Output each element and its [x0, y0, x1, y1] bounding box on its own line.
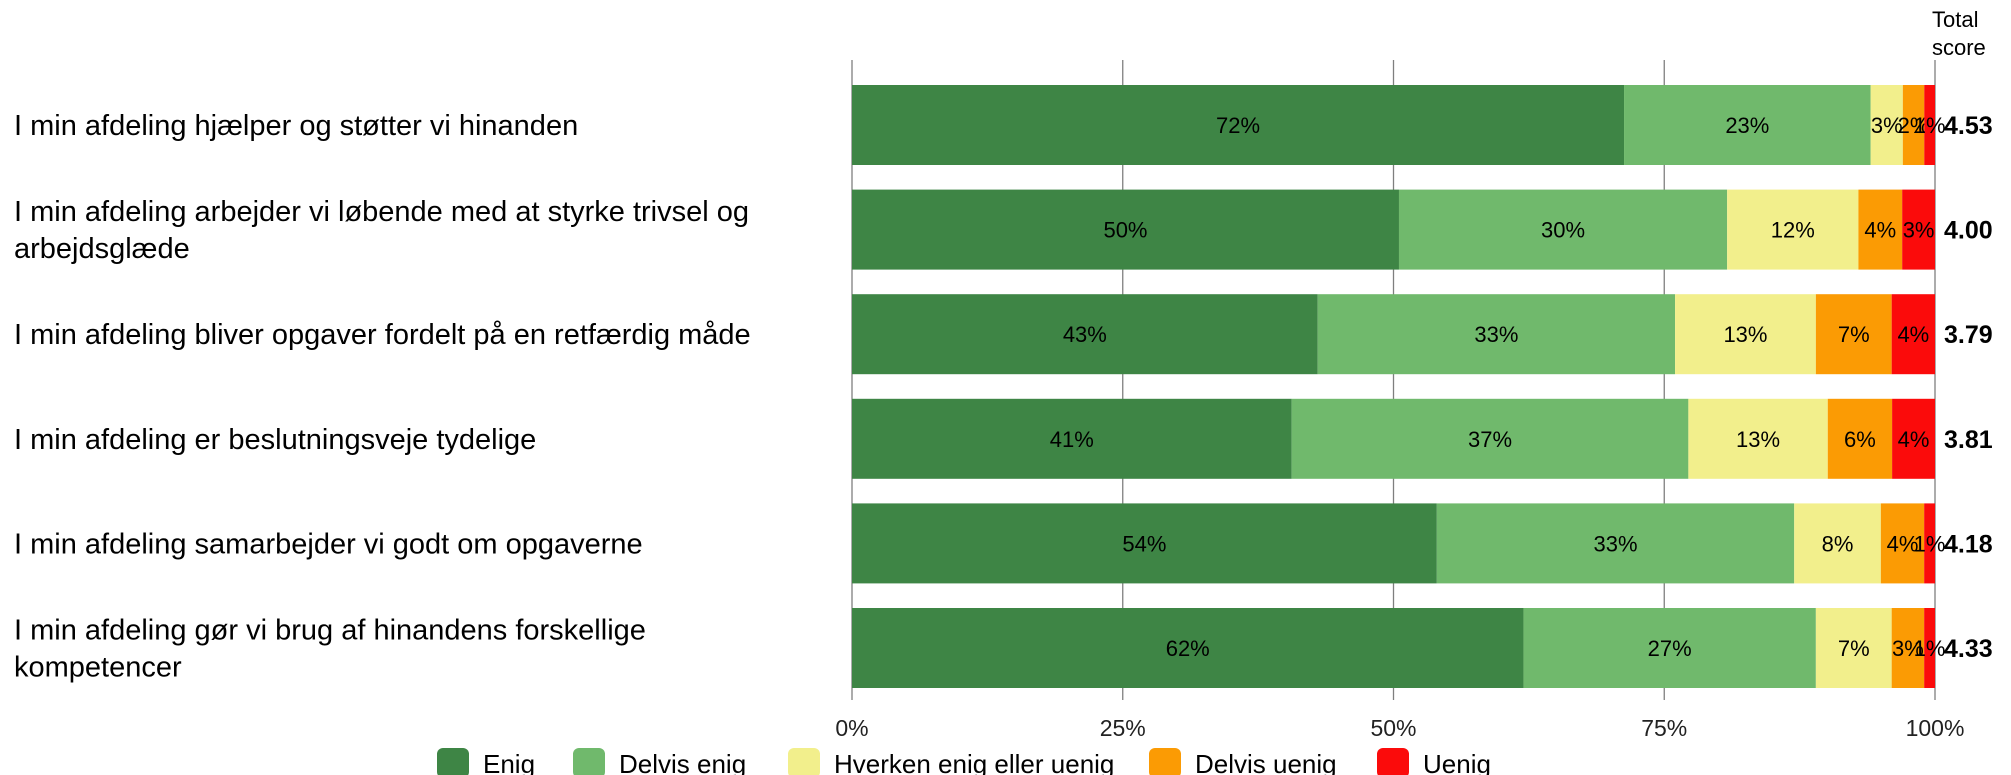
bar-segment — [1317, 294, 1676, 375]
category-label: I min afdeling arbejder vi løbende med a… — [14, 196, 749, 228]
bar-segment — [1891, 294, 1935, 375]
bar-segment-label: 4% — [1898, 427, 1930, 452]
bar-segment-label: 7% — [1838, 636, 1870, 661]
legend-label: Enig — [483, 749, 535, 775]
legend-swatch — [1149, 748, 1181, 775]
total-score: 4.00 — [1944, 217, 1993, 245]
x-tick-label: 0% — [835, 715, 868, 741]
bar-segment-label: 72% — [1216, 113, 1260, 138]
bar-segment — [1624, 85, 1871, 165]
bar-segment-label: 37% — [1468, 427, 1512, 452]
bar-segment-label: 4% — [1897, 322, 1929, 347]
category-label: arbejdsglæde — [14, 233, 190, 265]
bar-segment-label: 7% — [1838, 322, 1870, 347]
bar-segment-label: 13% — [1736, 427, 1780, 452]
bar-segment — [1675, 294, 1816, 375]
bar-segment-label: 12% — [1771, 218, 1815, 243]
bar-segment-label: 8% — [1822, 531, 1854, 556]
bar-segment — [1436, 503, 1795, 584]
category-label: I min afdeling hjælper og støtter vi hin… — [14, 110, 578, 142]
score-header: score — [1932, 35, 1986, 60]
bar-segment-label: 43% — [1063, 322, 1107, 347]
bar-segment — [1924, 85, 1935, 165]
bar-segment-label: 1% — [1914, 113, 1946, 138]
bar-segment — [1902, 85, 1925, 165]
bar-segment — [1727, 189, 1859, 270]
bar-segment — [1892, 398, 1935, 479]
category-label: I min afdeling samarbejder vi godt om op… — [14, 528, 643, 560]
x-tick-label: 75% — [1641, 715, 1687, 741]
bar-segment — [1398, 189, 1728, 270]
legend-swatch — [1377, 748, 1409, 775]
legend-swatch — [437, 748, 469, 775]
bar-segment — [1815, 608, 1892, 688]
legend-label: Hverken enig eller uenig — [834, 749, 1114, 775]
bar-segment-label: 4% — [1887, 531, 1919, 556]
bar-segment — [852, 85, 1625, 165]
x-tick-label: 50% — [1370, 715, 1416, 741]
bar-segment — [1902, 189, 1935, 270]
bar-segment-label: 54% — [1122, 531, 1166, 556]
bar-segment — [1688, 398, 1828, 479]
bar-segment-label: 3% — [1871, 113, 1903, 138]
bar-segment — [1523, 608, 1816, 688]
bar-segment-label: 3% — [1892, 636, 1924, 661]
bar-segment — [1827, 398, 1893, 479]
bar-segment — [1880, 503, 1925, 584]
bar-segment — [852, 503, 1437, 584]
bar-segment-label: 13% — [1723, 322, 1767, 347]
total-score: 4.33 — [1944, 635, 1993, 663]
legend-label: Delvis enig — [619, 749, 746, 775]
bar-segment — [1291, 398, 1689, 479]
category-label: I min afdeling er beslutningsveje tydeli… — [14, 424, 536, 456]
bar-segment — [1924, 608, 1935, 688]
bar-segment-label: 50% — [1103, 218, 1147, 243]
category-label: kompetencer — [14, 652, 182, 684]
bar-segment — [1870, 85, 1903, 165]
legend-label: Delvis uenig — [1195, 749, 1337, 775]
score-header: Total — [1932, 7, 1978, 32]
bar-segment-label: 4% — [1864, 218, 1896, 243]
bar-segment — [1858, 189, 1903, 270]
x-tick-label: 100% — [1906, 715, 1965, 741]
bar-segment-label: 2% — [1898, 113, 1930, 138]
bar-segment-label: 1% — [1914, 636, 1946, 661]
bar-segment-label: 6% — [1844, 427, 1876, 452]
bar-segment-label: 3% — [1903, 218, 1935, 243]
total-score: 3.79 — [1944, 321, 1993, 349]
legend-label: Uenig — [1423, 749, 1491, 775]
bar-segment — [1891, 608, 1925, 688]
bar-segment — [1794, 503, 1881, 584]
bar-segment-label: 33% — [1593, 531, 1637, 556]
bar-segment-label: 23% — [1725, 113, 1769, 138]
x-tick-label: 25% — [1100, 715, 1146, 741]
bar-segment — [852, 189, 1399, 270]
bar-segment-label: 30% — [1541, 218, 1585, 243]
legend-swatch — [573, 748, 605, 775]
bar-segment-label: 27% — [1648, 636, 1692, 661]
legend-swatch — [788, 748, 820, 775]
bar-segment-label: 33% — [1474, 322, 1518, 347]
bar-segment-label: 1% — [1914, 531, 1946, 556]
total-score: 4.53 — [1944, 112, 1993, 140]
bar-segment-label: 62% — [1166, 636, 1210, 661]
bar-segment — [852, 608, 1524, 688]
bar-segment — [1815, 294, 1892, 375]
total-score: 4.18 — [1944, 530, 1993, 558]
bar-segment-label: 41% — [1050, 427, 1094, 452]
bar-segment — [1924, 503, 1935, 584]
category-label: I min afdeling gør vi brug af hinandens … — [14, 615, 646, 647]
total-score: 3.81 — [1944, 426, 1993, 454]
category-label: I min afdeling bliver opgaver fordelt på… — [14, 319, 751, 351]
bar-segment — [852, 398, 1292, 479]
bar-segment — [852, 294, 1318, 375]
